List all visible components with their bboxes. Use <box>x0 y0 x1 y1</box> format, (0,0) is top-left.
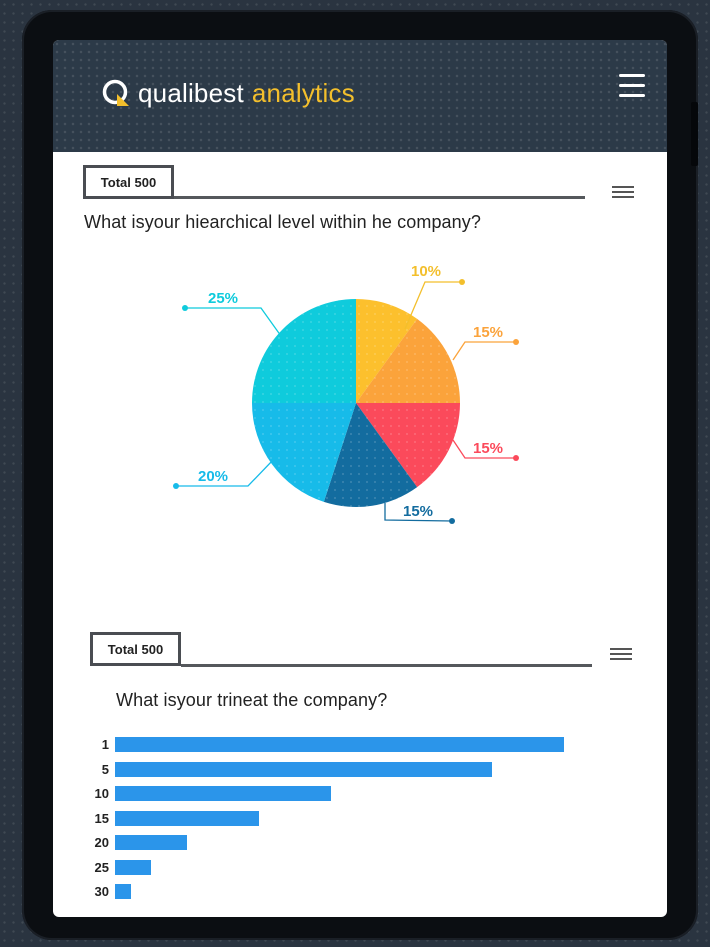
qualibest-logo-icon <box>102 79 129 106</box>
pie-slice <box>252 403 356 502</box>
bar-row: 20 <box>53 835 667 851</box>
callout-dot <box>449 518 455 524</box>
bar-category-label: 5 <box>101 761 109 777</box>
bar-row: 10 <box>53 786 667 802</box>
bar <box>115 859 151 875</box>
slice-label: 10% <box>411 263 441 280</box>
callout-dot <box>173 483 179 489</box>
callout-dot <box>513 339 519 345</box>
bar-category-label: 10 <box>94 786 109 801</box>
slice-label: 15% <box>403 503 433 520</box>
brand-name: qualibest <box>138 77 244 108</box>
callout-line <box>384 503 453 522</box>
hamburger-icon[interactable] <box>612 186 636 200</box>
bar <box>115 810 259 826</box>
bar-category-label: 15 <box>94 810 109 826</box>
question-title: What isyour trineat the company? <box>116 690 388 710</box>
slice-label: 15% <box>473 440 503 457</box>
bar <box>115 761 493 777</box>
callout-line <box>176 459 274 487</box>
pie-slice <box>252 299 356 403</box>
card-divider <box>174 196 585 199</box>
pie-slice <box>356 403 460 488</box>
callout-line <box>452 439 516 459</box>
bar <box>115 835 187 850</box>
bar-category-label: 20 <box>94 835 109 850</box>
slice-label: 20% <box>198 468 228 485</box>
pie-slice <box>356 299 418 403</box>
hamburger-icon[interactable] <box>610 648 634 662</box>
bar-category-label: 1 <box>101 737 109 752</box>
bar-row: 5 <box>53 761 667 778</box>
menu-icon[interactable] <box>619 74 647 98</box>
app-screen: qualibest analytics Total 500 What isyou… <box>53 40 667 917</box>
callout-dot <box>182 305 188 311</box>
callout-dot <box>459 279 465 285</box>
slice-label: 25% <box>208 290 238 307</box>
callout-line <box>404 281 462 330</box>
tablet-side-button <box>691 102 698 166</box>
card-divider <box>181 664 592 667</box>
bar-category-label: 30 <box>94 884 109 899</box>
bar <box>115 737 564 752</box>
total-badge: Total 500 <box>90 632 181 666</box>
bar <box>115 884 131 899</box>
question-title: What isyour hiearchical level within he … <box>84 212 481 232</box>
bar <box>115 786 331 801</box>
brand-accent: analytics <box>251 77 355 108</box>
callout-line <box>185 307 282 337</box>
bar-row: 1 <box>53 737 667 753</box>
app-header: qualibest analytics <box>53 40 667 152</box>
slice-label: 15% <box>473 324 503 341</box>
total-badge: Total 500 <box>83 165 174 199</box>
brand[interactable]: qualibest analytics <box>101 76 355 110</box>
pie-slice <box>356 318 460 403</box>
pie-slice <box>323 403 418 507</box>
bar-row: 30 <box>53 884 667 900</box>
callout-dot <box>513 455 519 461</box>
bar-row: 15 <box>53 810 667 827</box>
bar-category-label: 25 <box>94 859 109 875</box>
bar-row: 25 <box>53 859 667 876</box>
pie-texture <box>252 299 460 507</box>
callout-line <box>452 341 516 361</box>
